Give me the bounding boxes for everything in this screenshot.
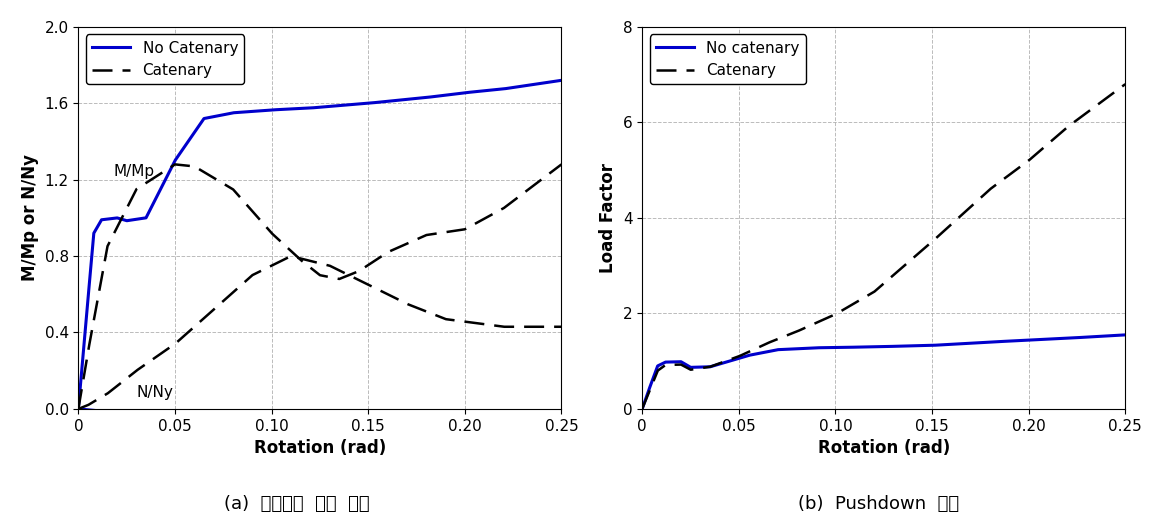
No catenary [820,344,834,351]
Catenary [257,221,271,227]
X-axis label: Rotation (rad): Rotation (rad) [818,439,950,457]
Catenary [635,406,649,412]
No catenary [1119,332,1133,338]
Catenary [71,406,85,412]
Legend: No Catenary, Catenary: No Catenary, Catenary [86,34,244,84]
Legend: No catenary, Catenary: No catenary, Catenary [650,34,806,84]
Text: M/Mp: M/Mp [113,164,155,179]
Text: N/Ny: N/Ny [136,386,173,400]
No Catenary [71,406,85,412]
X-axis label: Rotation (rad): Rotation (rad) [254,439,386,457]
Line: Catenary: Catenary [78,164,562,409]
No catenary [635,406,649,412]
No catenary [841,344,855,351]
Catenary [1057,127,1071,133]
Y-axis label: Load Factor: Load Factor [599,163,618,273]
No Catenary [493,86,507,93]
Catenary [278,242,292,248]
Catenary [155,170,169,176]
Y-axis label: M/Mp or N/Ny: M/Mp or N/Ny [21,154,38,281]
Text: (a)  부재력의  변화  양상: (a) 부재력의 변화 양상 [223,495,370,513]
No catenary [1057,335,1071,341]
Catenary [841,304,855,310]
Catenary [820,315,834,321]
Text: (b)  Pushdown  공선: (b) Pushdown 공선 [798,495,958,513]
Line: No catenary: No catenary [642,335,1126,409]
Catenary [493,207,507,213]
No Catenary [555,77,569,83]
Catenary [545,169,559,175]
Catenary [1119,81,1133,87]
No Catenary [278,106,292,113]
Catenary [1108,88,1122,94]
No Catenary [127,216,141,223]
Catenary [719,358,733,364]
Catenary [127,192,141,198]
No catenary [691,364,705,370]
No catenary [719,359,733,365]
Line: No Catenary: No Catenary [78,80,562,409]
Catenary [555,161,569,168]
No catenary [1108,333,1122,339]
Line: Catenary: Catenary [642,84,1126,409]
No Catenary [257,107,271,114]
No Catenary [155,183,169,189]
Catenary [691,365,705,372]
No Catenary [545,79,559,85]
